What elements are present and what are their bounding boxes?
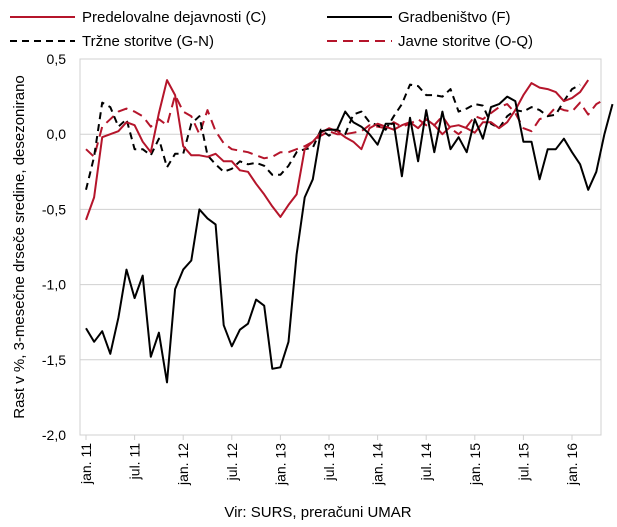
x-axis-ticks: jan. 11 jul. 11 jan. 12 jul. 12 jan. 13 jul. … — [78, 435, 580, 486]
legend-entry-c: Predelovalne dejavnosti (C) — [10, 9, 266, 26]
y-axis-ticks: 0,5 0,0 -0,5 -1,0 -1,5 -2,0 — [42, 51, 66, 443]
x-tick-label: jan. 12 — [175, 443, 191, 486]
x-tick-label: jul. 14 — [418, 443, 434, 482]
legend-label-oq: Javne storitve (O-Q) — [398, 33, 533, 50]
y-tick-label: 0,0 — [47, 126, 67, 142]
x-tick-label: jan. 14 — [370, 443, 386, 486]
series-line-2 — [85, 83, 581, 191]
x-tick-label: jan. 11 — [78, 443, 94, 485]
legend-entry-f: Gradbeništvo (F) — [327, 9, 511, 26]
series-line-0 — [85, 79, 590, 221]
x-tick-label: jul. 15 — [515, 443, 531, 482]
legend-label-gn: Tržne storitve (G-N) — [82, 33, 214, 50]
x-tick-label: jan. 15 — [467, 443, 483, 486]
legend-label-f: Gradbeništvo (F) — [398, 9, 511, 26]
y-tick-label: -1,5 — [42, 352, 66, 368]
series-group — [85, 79, 614, 384]
series-line-3 — [85, 94, 605, 160]
legend-label-c: Predelovalne dejavnosti (C) — [82, 9, 266, 26]
plot-area-frame — [79, 58, 602, 436]
x-tick-label: jan. 13 — [272, 443, 288, 486]
x-tick-label: jul. 11 — [127, 443, 143, 481]
y-axis-title: Rast v %, 3-mesečne drseče sredine, dese… — [11, 75, 28, 419]
legend-entry-oq: Javne storitve (O-Q) — [327, 33, 533, 50]
y-tick-label: 0,5 — [47, 51, 67, 67]
x-tick-label: jul. 12 — [224, 443, 240, 482]
legend: Predelovalne dejavnosti (C) Gradbeništvo… — [10, 9, 533, 50]
y-tick-label: -1,0 — [42, 277, 66, 293]
legend-entry-gn: Tržne storitve (G-N) — [10, 33, 214, 50]
y-tick-label: -2,0 — [42, 427, 66, 443]
series-line-1 — [85, 95, 614, 384]
x-tick-label: jan. 16 — [564, 443, 580, 486]
source-note: Vir: SURS, preračuni UMAR — [224, 504, 411, 521]
x-tick-label: jul. 13 — [321, 443, 337, 482]
y-tick-label: -0,5 — [42, 201, 66, 217]
